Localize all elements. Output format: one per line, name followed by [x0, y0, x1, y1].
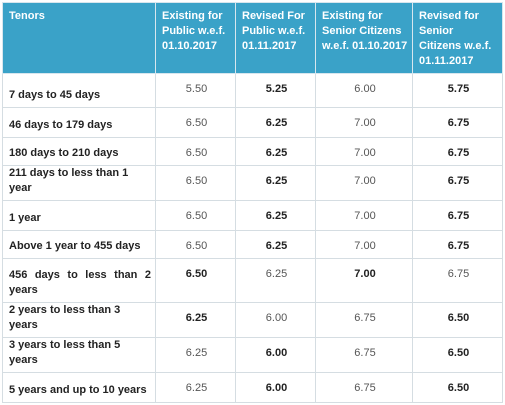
table-row: 3 years to less than 5 years 6.25 6.00 6.75… [2, 337, 503, 373]
header-existing-public: Existing for Public w.e.f. 01.10.2017 [155, 2, 236, 74]
existing-public-rate: 6.25 [155, 302, 236, 338]
existing-senior-rate: 7.00 [315, 107, 413, 138]
existing-senior-rate: 6.75 [315, 302, 413, 338]
revised-senior-rate: 6.75 [412, 258, 503, 303]
table-row: 456 days to less than 2 years 6.50 6.25 7.0… [2, 258, 503, 303]
table-row: 180 days to 210 days 6.50 6.25 7.00 6.75 [2, 137, 503, 166]
existing-senior-rate: 6.00 [315, 73, 413, 108]
table-row: 46 days to 179 days 6.50 6.25 7.00 6.75 [2, 107, 503, 138]
existing-senior-rate: 7.00 [315, 258, 413, 303]
revised-public-rate: 6.25 [235, 137, 316, 166]
tenor-cell: 1 year [2, 200, 156, 231]
revised-senior-rate: 6.50 [412, 337, 503, 373]
table-row: Above 1 year to 455 days 6.50 6.25 7.00 6.75 [2, 230, 503, 259]
existing-public-rate: 6.50 [155, 258, 236, 303]
tenor-cell: 456 days to less than 2 years [2, 258, 156, 303]
tenor-cell: 211 days to less than 1 year [2, 165, 156, 201]
table-row: 7 days to 45 days 5.50 5.25 6.00 5.75 [2, 73, 503, 108]
existing-public-rate: 5.50 [155, 73, 236, 108]
revised-public-rate: 6.00 [235, 372, 316, 403]
revised-public-rate: 6.25 [235, 165, 316, 201]
header-existing-senior: Existing for Senior Citizens w.e.f. 01.1… [315, 2, 413, 74]
revised-public-rate: 6.00 [235, 337, 316, 373]
revised-senior-rate: 6.75 [412, 230, 503, 259]
existing-senior-rate: 7.00 [315, 137, 413, 166]
header-revised-senior: Revised for Senior Citizens w.e.f. 01.11… [412, 2, 503, 74]
revised-public-rate: 6.25 [235, 230, 316, 259]
revised-public-rate: 6.25 [235, 107, 316, 138]
existing-senior-rate: 6.75 [315, 337, 413, 373]
existing-public-rate: 6.25 [155, 372, 236, 403]
revised-senior-rate: 6.50 [412, 302, 503, 338]
existing-senior-rate: 7.00 [315, 230, 413, 259]
table-header: Tenors Existing for Public w.e.f. 01.10.… [2, 2, 503, 74]
existing-public-rate: 6.50 [155, 230, 236, 259]
tenor-cell: 2 years to less than 3 years [2, 302, 156, 338]
header-revised-public: Revised For Public w.e.f. 01.11.2017 [235, 2, 316, 74]
table-body: 7 days to 45 days 5.50 5.25 6.00 5.75 46 days… [2, 73, 503, 403]
tenor-cell: 180 days to 210 days [2, 137, 156, 166]
existing-senior-rate: 7.00 [315, 165, 413, 201]
revised-senior-rate: 6.75 [412, 107, 503, 138]
revised-public-rate: 6.00 [235, 302, 316, 338]
table-row: 5 years and up to 10 years 6.25 6.00 6.75 6.… [2, 372, 503, 403]
existing-public-rate: 6.50 [155, 137, 236, 166]
revised-senior-rate: 6.75 [412, 137, 503, 166]
tenor-cell: 5 years and up to 10 years [2, 372, 156, 403]
table-row: 211 days to less than 1 year 6.50 6.25 7.00… [2, 165, 503, 201]
revised-public-rate: 5.25 [235, 73, 316, 108]
table-row: 1 year 6.50 6.25 7.00 6.75 [2, 200, 503, 231]
revised-senior-rate: 6.75 [412, 200, 503, 231]
tenor-cell: 3 years to less than 5 years [2, 337, 156, 373]
revised-public-rate: 6.25 [235, 258, 316, 303]
revised-senior-rate: 5.75 [412, 73, 503, 108]
revised-senior-rate: 6.75 [412, 165, 503, 201]
existing-public-rate: 6.50 [155, 200, 236, 231]
existing-public-rate: 6.50 [155, 165, 236, 201]
revised-senior-rate: 6.50 [412, 372, 503, 403]
header-tenors: Tenors [2, 2, 156, 74]
revised-public-rate: 6.25 [235, 200, 316, 231]
tenor-cell: 46 days to 179 days [2, 107, 156, 138]
tenor-cell: 7 days to 45 days [2, 73, 156, 108]
existing-public-rate: 6.25 [155, 337, 236, 373]
existing-senior-rate: 6.75 [315, 372, 413, 403]
existing-senior-rate: 7.00 [315, 200, 413, 231]
header-row: Tenors Existing for Public w.e.f. 01.10.… [2, 2, 503, 74]
tenor-cell: Above 1 year to 455 days [2, 230, 156, 259]
existing-public-rate: 6.50 [155, 107, 236, 138]
table-row: 2 years to less than 3 years 6.25 6.00 6.75… [2, 302, 503, 338]
